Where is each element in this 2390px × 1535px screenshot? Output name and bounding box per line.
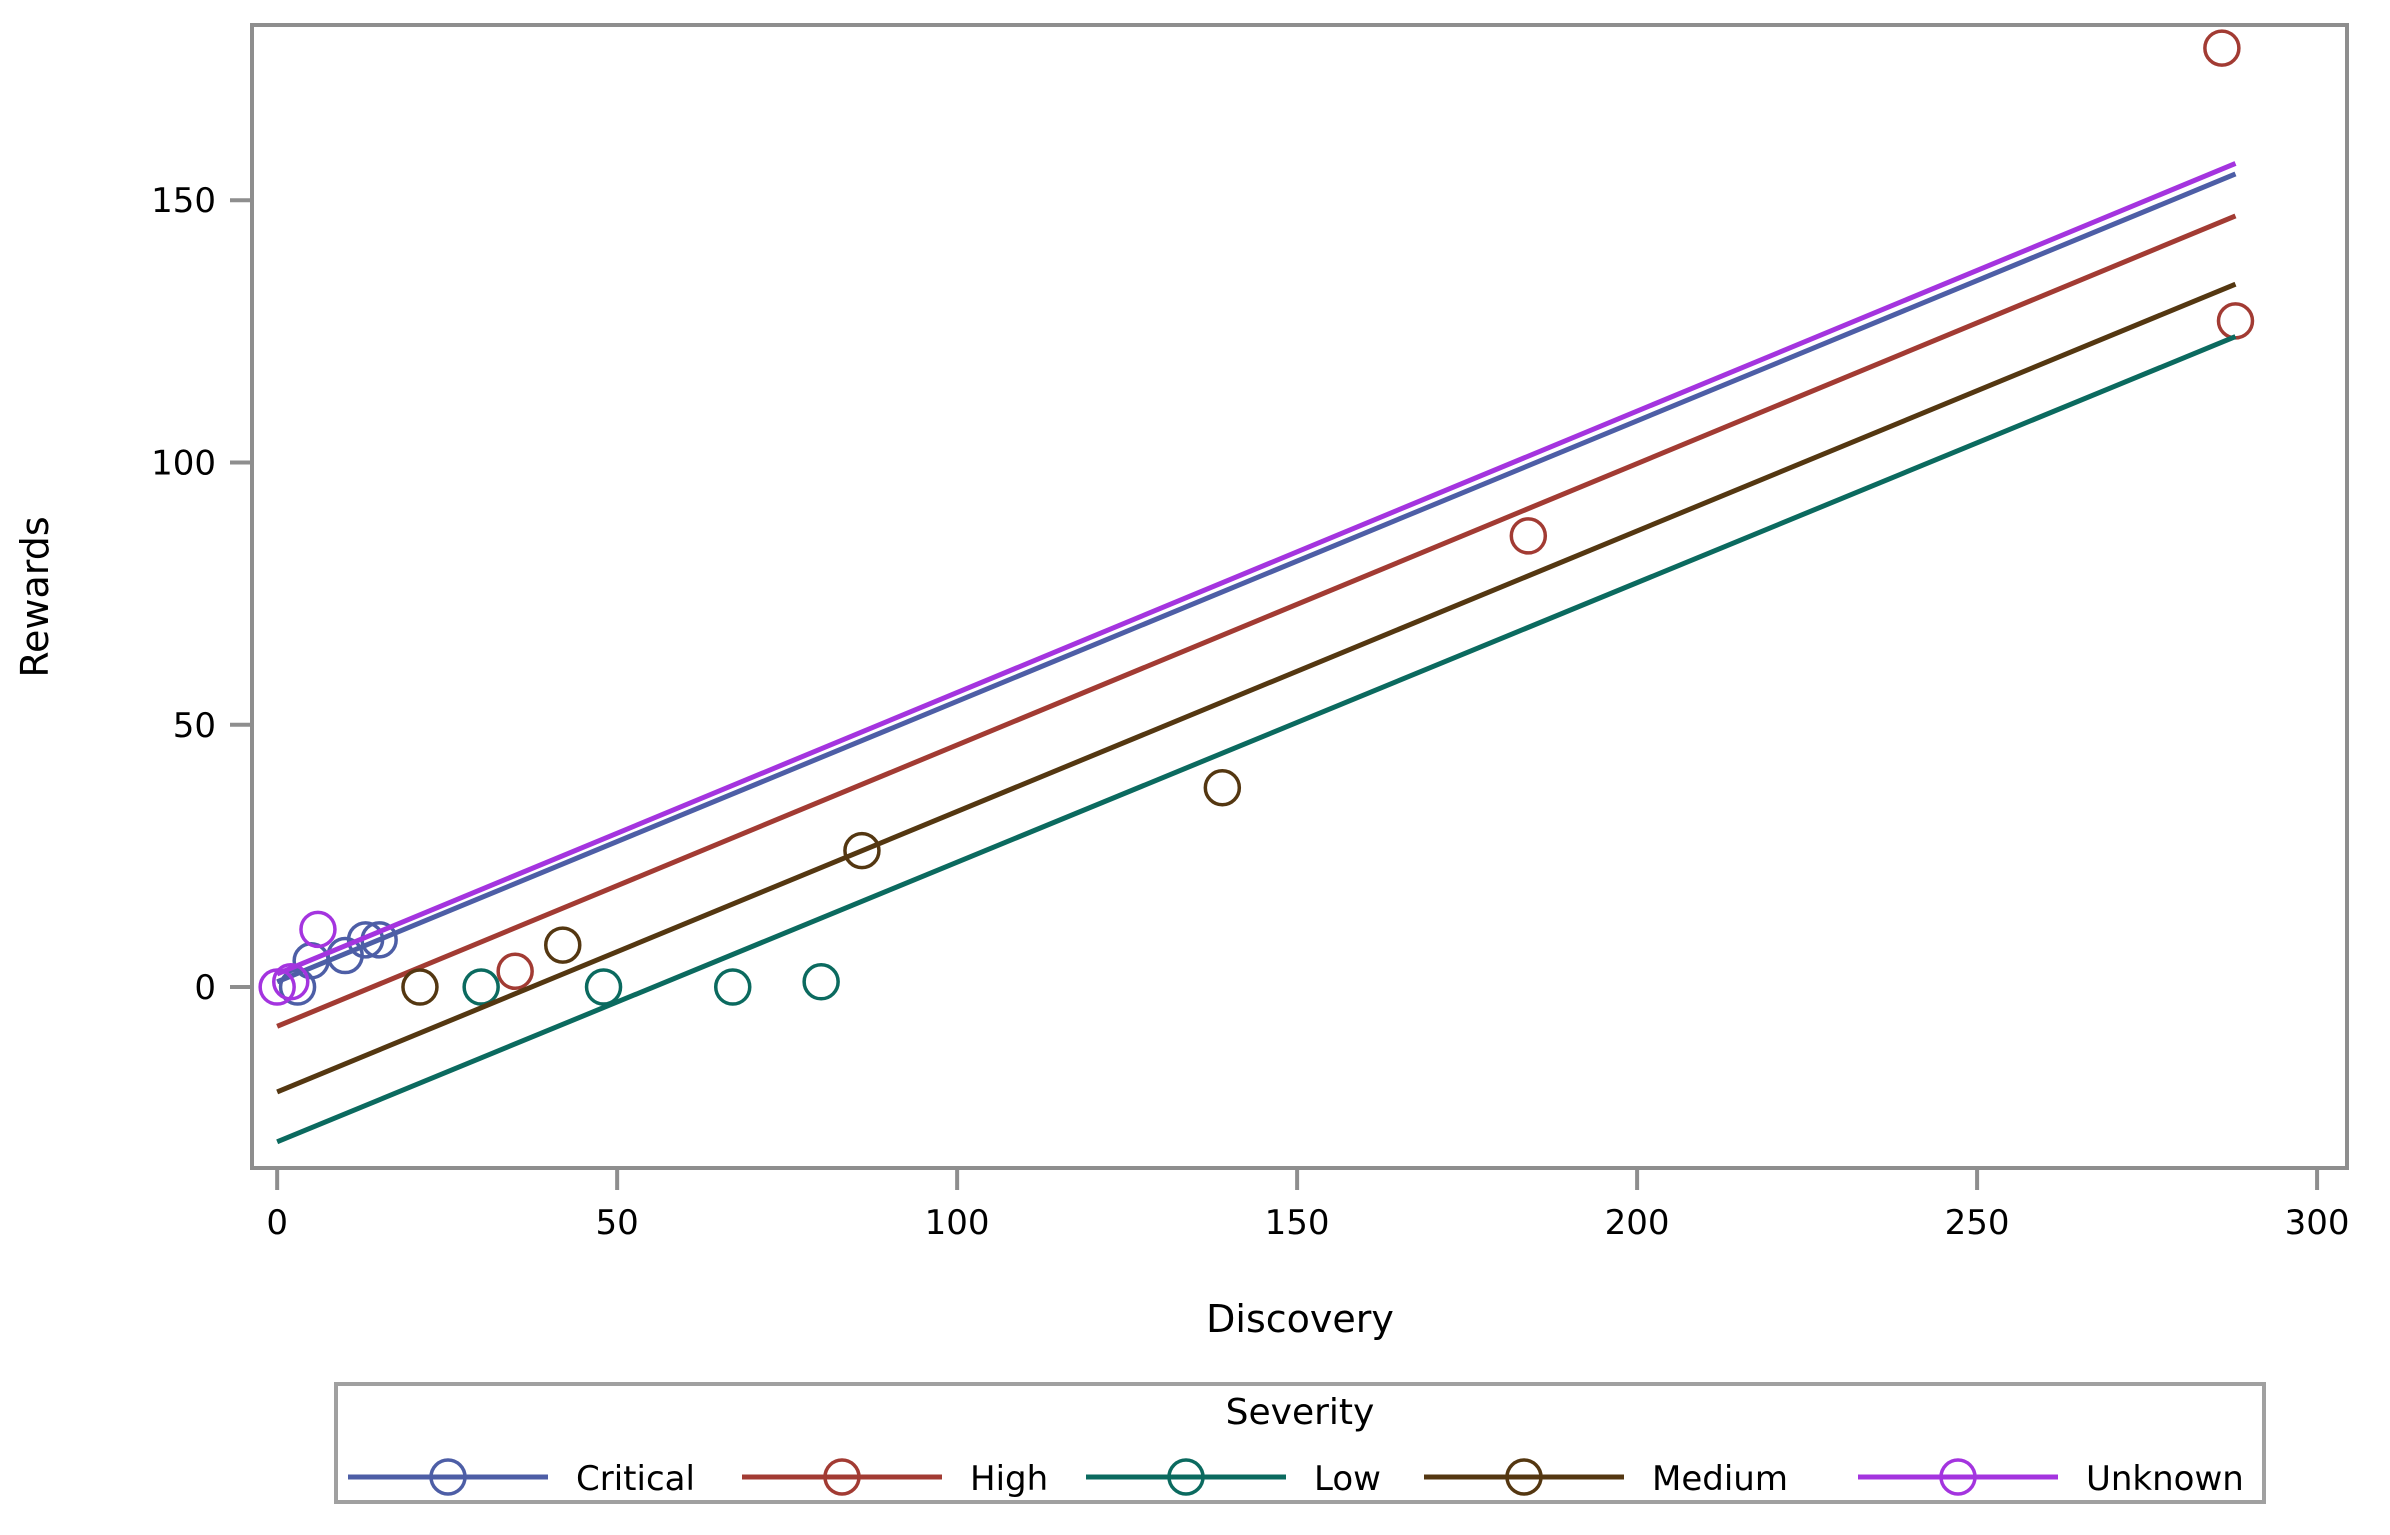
regression-line-high — [276, 213, 2237, 1029]
data-point-high — [2216, 302, 2255, 340]
y-axis-ticks: 0 50 100 150 — [151, 181, 252, 1008]
x-tick-label: 150 — [1265, 1203, 1330, 1243]
legend-label-medium: Medium — [1652, 1459, 1788, 1499]
legend-label-high: High — [970, 1459, 1048, 1499]
x-tick-label: 0 — [266, 1203, 288, 1243]
x-tick-label: 50 — [596, 1203, 639, 1243]
data-point-high — [496, 952, 534, 991]
y-tick-label: 0 — [194, 968, 216, 1008]
regression-line-critical — [276, 171, 2237, 985]
data-point-medium — [401, 968, 439, 1006]
data-point-low — [713, 968, 752, 1006]
legend-marker-critical — [429, 1458, 467, 1496]
y-tick-label: 100 — [151, 443, 216, 483]
regression-line-unknown — [276, 161, 2237, 977]
x-tick-label: 250 — [1945, 1203, 2010, 1243]
data-point-low — [462, 968, 500, 1006]
legend-marker-low — [1167, 1458, 1205, 1496]
data-point-medium — [1203, 768, 1242, 807]
series-low — [276, 334, 2237, 1145]
plot-frame — [250, 23, 2349, 1170]
y-axis-title: Rewards — [13, 516, 57, 677]
x-tick-label: 200 — [1605, 1203, 1670, 1243]
data-point-high — [1509, 517, 1548, 555]
legend-entry-high: High — [742, 1458, 1048, 1499]
data-point-medium — [843, 831, 881, 870]
series-medium — [276, 281, 2237, 1095]
legend-entry-unknown: Unknown — [1858, 1458, 2244, 1499]
regression-line-low — [276, 334, 2237, 1145]
legend-label-unknown: Unknown — [2086, 1459, 2244, 1499]
series-unknown — [258, 161, 2237, 1006]
legend-marker-medium — [1505, 1458, 1543, 1496]
data-point-high — [2203, 29, 2241, 67]
y-tick-label: 150 — [151, 181, 216, 221]
x-tick-label: 100 — [925, 1203, 990, 1243]
legend-marker-high — [823, 1458, 861, 1496]
y-tick-label: 50 — [173, 706, 216, 746]
legend-label-critical: Critical — [576, 1459, 695, 1499]
legend-entry-low: Low — [1086, 1458, 1381, 1499]
series-high — [276, 29, 2255, 1029]
data-point-unknown — [272, 963, 310, 1001]
legend-title: Severity — [1226, 1392, 1375, 1433]
series-critical — [276, 171, 2237, 1006]
legend-entries: Critical High Low Medium Unknown — [348, 1458, 2244, 1499]
legend-marker-unknown — [1939, 1458, 1977, 1496]
x-axis-ticks: 0 50 100 150 200 250 300 — [266, 1168, 2350, 1243]
plot-border — [250, 23, 2349, 1170]
legend-entry-medium: Medium — [1424, 1458, 1788, 1499]
data-point-low — [584, 968, 623, 1006]
data-point-medium — [543, 926, 582, 964]
data-point-unknown — [299, 910, 337, 949]
series-layer — [258, 29, 2255, 1145]
x-axis-title: Discovery — [1206, 1297, 1394, 1341]
data-point-critical — [346, 921, 385, 959]
legend-entry-critical: Critical — [348, 1458, 695, 1499]
x-tick-label: 300 — [2285, 1203, 2350, 1243]
regression-line-medium — [276, 281, 2237, 1095]
data-point-low — [802, 963, 840, 1001]
legend-label-low: Low — [1314, 1459, 1381, 1499]
legend-box: Severity Critical High Low Medium Unknown — [334, 1382, 2266, 1504]
